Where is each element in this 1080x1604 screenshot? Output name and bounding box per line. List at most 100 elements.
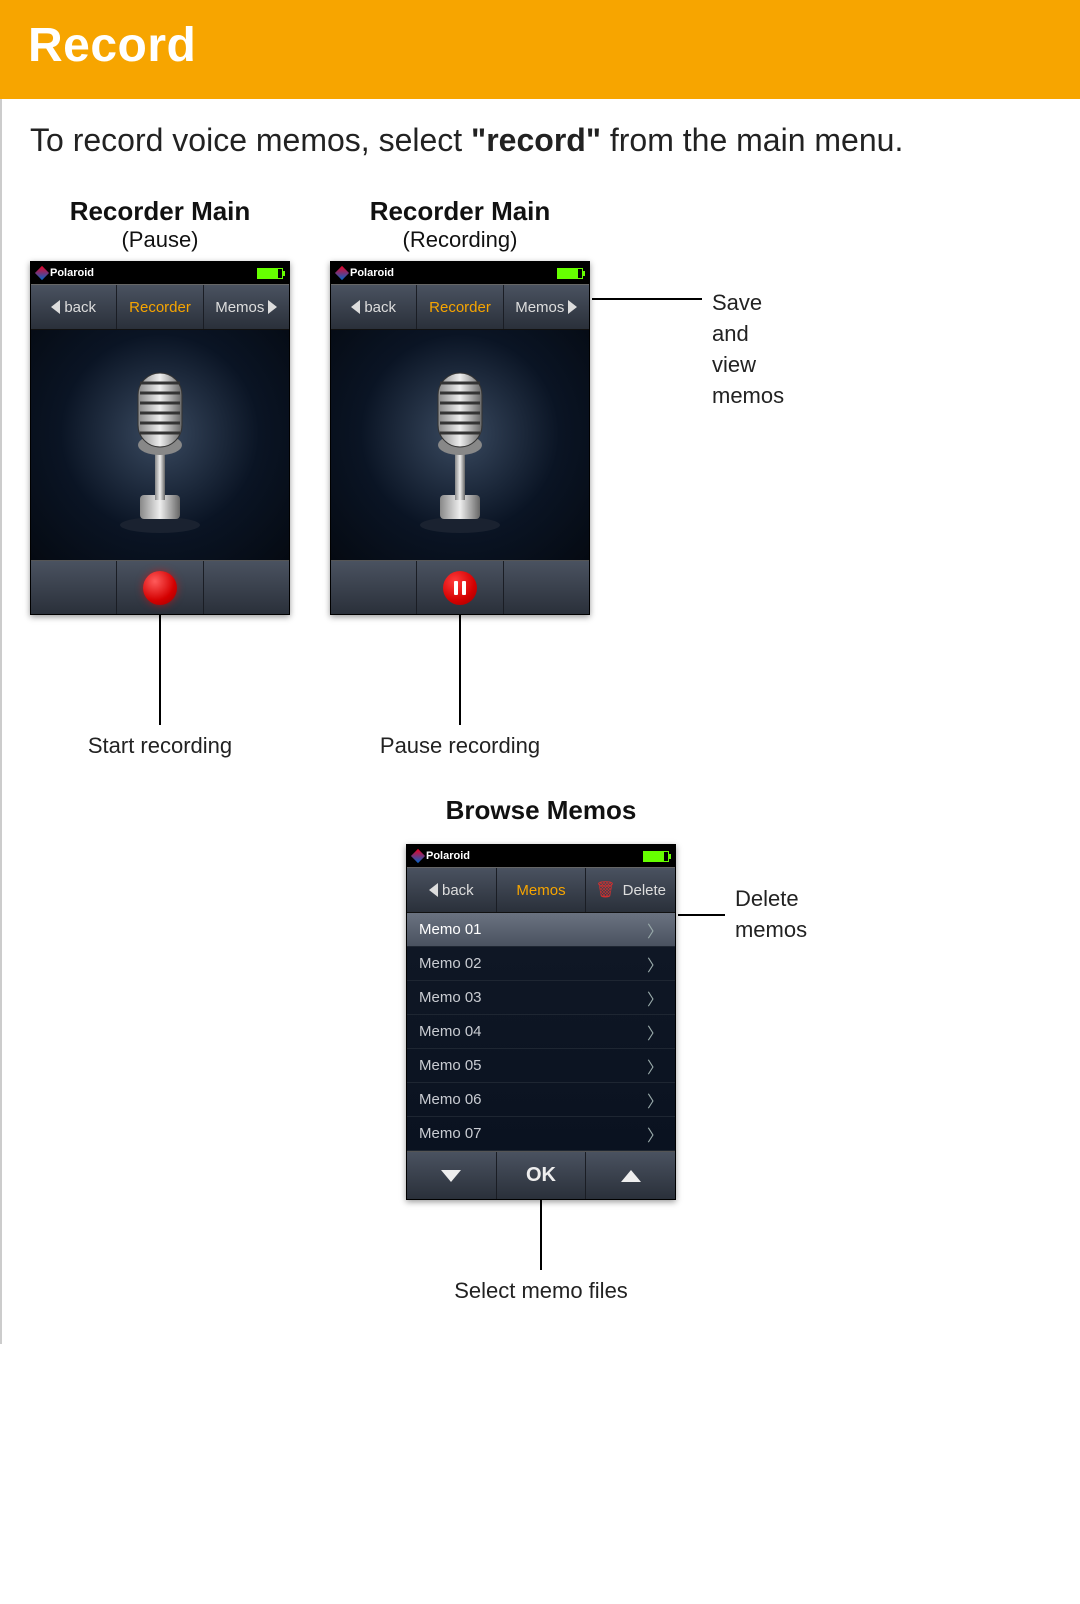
memos-tab[interactable]: Memos: [497, 868, 587, 912]
brand-logo-icon: [35, 266, 49, 280]
side-callout-text: Saveandviewmemos: [712, 288, 784, 411]
control-left: [331, 561, 417, 614]
record-button[interactable]: [117, 561, 203, 614]
brand: Polaroid: [37, 267, 94, 279]
chevron-right-icon: 〉: [647, 1020, 663, 1044]
browse-wrap: Polaroid back Memos 🗑 Delete: [406, 844, 676, 1200]
memo-row[interactable]: Memo 04 〉: [407, 1015, 675, 1049]
chevron-right-icon: 〉: [647, 952, 663, 976]
brand-logo-icon: [411, 849, 425, 863]
brand-text: Polaroid: [350, 267, 394, 279]
start-recording-callout: Start recording: [88, 733, 232, 759]
memos-label: Memos: [515, 299, 564, 316]
memo-row[interactable]: Memo 06 〉: [407, 1083, 675, 1117]
pause-screen-column: Recorder Main (Pause) Polaroid back: [30, 196, 290, 759]
pause-device: Polaroid back Recorder Memos: [30, 261, 290, 615]
ok-button[interactable]: OK: [497, 1152, 587, 1199]
memo-label: Memo 03: [419, 989, 482, 1006]
brand-logo-icon: [335, 266, 349, 280]
memo-label: Memo 04: [419, 1023, 482, 1040]
memo-row[interactable]: Memo 03 〉: [407, 981, 675, 1015]
control-bar: [31, 560, 289, 614]
memo-label: Memo 07: [419, 1125, 482, 1142]
memos-button[interactable]: Memos: [504, 285, 589, 329]
pause-recording-callout: Pause recording: [380, 733, 540, 759]
control-bar: [331, 560, 589, 614]
pause-icon: [443, 571, 477, 605]
brand-text: Polaroid: [50, 267, 94, 279]
microphone-area: [31, 330, 289, 560]
brand: Polaroid: [413, 850, 470, 862]
brand-text: Polaroid: [426, 850, 470, 862]
back-label: back: [64, 299, 96, 316]
delete-button[interactable]: 🗑 Delete: [586, 868, 675, 912]
page-content: To record voice memos, select "record" f…: [0, 99, 1080, 1344]
pause-title: Recorder Main: [70, 196, 251, 227]
recording-subtitle: (Recording): [403, 227, 518, 253]
page-title: Record: [28, 18, 1052, 73]
recorder-label: Recorder: [429, 299, 491, 316]
status-bar: Polaroid: [31, 262, 289, 284]
chevron-left-icon: [429, 883, 438, 897]
callout-line: [592, 298, 702, 300]
memo-row[interactable]: Memo 07 〉: [407, 1117, 675, 1151]
status-bar: Polaroid: [407, 845, 675, 867]
memos-button[interactable]: Memos: [204, 285, 289, 329]
memo-list: Memo 01〉Memo 02〉Memo 03〉Memo 04〉Memo 05〉…: [407, 913, 675, 1151]
memo-label: Memo 01: [419, 921, 482, 938]
delete-label: Delete: [623, 882, 666, 899]
browse-memos-section: Browse Memos Polaroid back Memos: [30, 795, 1052, 1304]
ok-bar: OK: [407, 1151, 675, 1199]
trash-icon: 🗑: [595, 880, 615, 900]
save-view-memos-callout: Saveandviewmemos: [592, 288, 784, 411]
triangle-down-icon: [441, 1170, 461, 1182]
delete-memos-callout: Delete memos: [678, 884, 830, 946]
chevron-left-icon: [351, 300, 360, 314]
chevron-right-icon: 〉: [647, 986, 663, 1010]
chevron-right-icon: 〉: [647, 1122, 663, 1146]
microphone-area: [331, 330, 589, 560]
browse-title: Browse Memos: [446, 795, 637, 826]
down-button[interactable]: [407, 1152, 497, 1199]
delete-callout-text: Delete memos: [735, 884, 830, 946]
back-label: back: [364, 299, 396, 316]
select-memo-callout: Select memo files: [454, 1278, 628, 1304]
battery-icon: [643, 851, 669, 862]
callout-line: [540, 1200, 542, 1270]
chevron-left-icon: [51, 300, 60, 314]
nav-bar: back Memos 🗑 Delete: [407, 867, 675, 913]
memos-label: Memos: [516, 882, 565, 899]
battery-icon: [257, 268, 283, 279]
pause-subtitle: (Pause): [121, 227, 198, 253]
recorder-tab[interactable]: Recorder: [417, 285, 503, 329]
intro-prefix: To record voice memos, select: [30, 122, 471, 158]
memo-row[interactable]: Memo 05〉: [407, 1049, 675, 1083]
microphone-icon: [105, 355, 215, 535]
pause-button[interactable]: [417, 561, 503, 614]
recorder-label: Recorder: [129, 299, 191, 316]
nav-bar: back Recorder Memos: [331, 284, 589, 330]
memo-label: Memo 06: [419, 1091, 482, 1108]
memo-label: Memo 02: [419, 955, 482, 972]
memo-row[interactable]: Memo 02 〉: [407, 947, 675, 981]
recorder-tab[interactable]: Recorder: [117, 285, 203, 329]
nav-bar: back Recorder Memos: [31, 284, 289, 330]
recording-screen-column: Recorder Main (Recording) Polaroid back: [330, 196, 590, 759]
memos-label: Memos: [215, 299, 264, 316]
control-right: [204, 561, 289, 614]
chevron-right-icon: 〉: [647, 1088, 663, 1112]
back-button[interactable]: back: [331, 285, 417, 329]
ok-label: OK: [526, 1164, 556, 1187]
back-button[interactable]: back: [407, 868, 497, 912]
intro-suffix: from the main menu.: [601, 122, 903, 158]
back-label: back: [442, 882, 474, 899]
up-button[interactable]: [586, 1152, 675, 1199]
triangle-up-icon: [621, 1170, 641, 1182]
memo-row[interactable]: Memo 01〉: [407, 913, 675, 947]
chevron-right-icon: 〉: [647, 1054, 663, 1078]
back-button[interactable]: back: [31, 285, 117, 329]
callout-line: [159, 615, 161, 725]
page-header: Record: [0, 0, 1080, 99]
microphone-icon: [405, 355, 515, 535]
control-right: [504, 561, 589, 614]
